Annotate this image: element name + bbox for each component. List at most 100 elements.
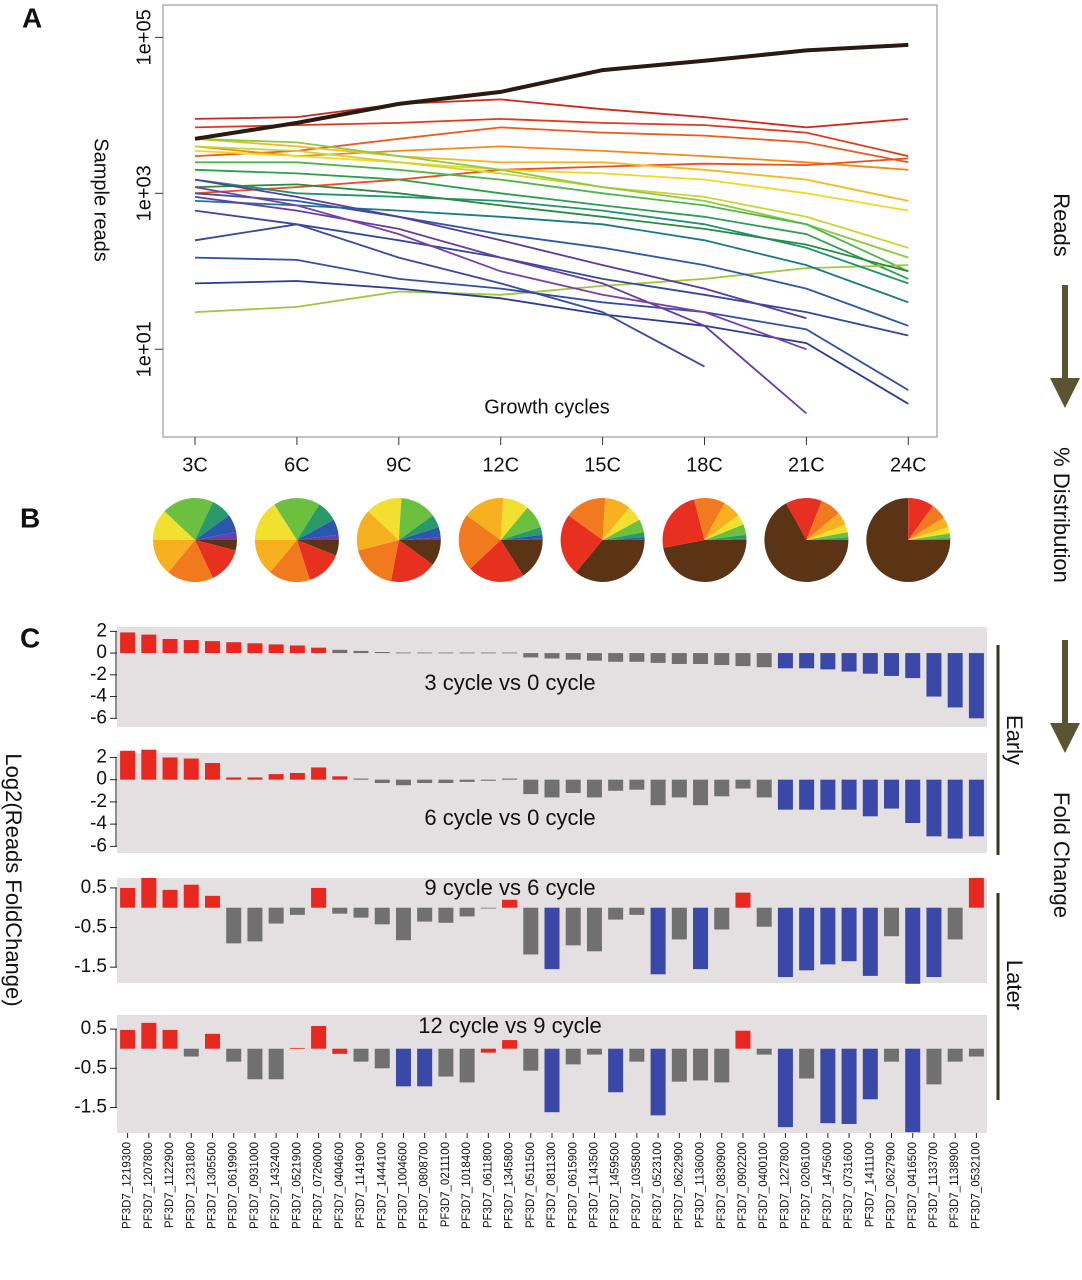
bar <box>884 907 900 937</box>
bar <box>799 1048 815 1079</box>
x-tick-label: PF3D7_0902200 <box>737 1142 749 1229</box>
bar <box>204 895 220 908</box>
bar <box>544 653 560 659</box>
pie-slice <box>806 539 849 540</box>
pie-slice <box>908 498 933 540</box>
bar <box>459 652 475 654</box>
bar <box>926 907 942 978</box>
pie-slice <box>164 498 213 540</box>
pie-slice <box>296 540 336 580</box>
pie-slice <box>500 540 543 576</box>
bar <box>586 907 602 952</box>
bar <box>544 779 560 798</box>
pie-slice <box>575 540 645 583</box>
bar <box>417 652 433 654</box>
y-tick-label: -2 <box>90 664 107 685</box>
x-tick-label: 21C <box>788 454 825 476</box>
x-tick-label: PF3D7_1305500 <box>207 1142 219 1229</box>
y-tick-label: -0.5 <box>74 1057 107 1078</box>
line <box>194 98 909 129</box>
x-tick-label: PF3D7_1035800 <box>631 1142 643 1229</box>
pie-slice <box>270 540 310 583</box>
bar <box>905 907 921 984</box>
pie-slice <box>296 519 339 540</box>
bar <box>947 1048 963 1062</box>
bar <box>586 1048 602 1055</box>
x-tick-label: PF3D7_1432400 <box>270 1142 282 1229</box>
bar <box>905 1048 921 1133</box>
line <box>194 145 909 249</box>
panel-letter: A <box>22 2 42 33</box>
pie-slice <box>195 515 237 540</box>
bar <box>162 638 178 654</box>
bar <box>586 779 602 798</box>
pie-slice <box>560 515 603 573</box>
bar <box>311 1025 327 1049</box>
bar <box>353 1048 369 1062</box>
y-tick-label: 2 <box>96 746 107 767</box>
line <box>194 178 807 320</box>
x-tick-label: 3C <box>182 454 208 476</box>
bar <box>926 653 942 697</box>
pie-slice <box>663 540 747 582</box>
bar <box>523 653 539 658</box>
bar <box>608 907 624 920</box>
bar <box>905 779 921 823</box>
x-tick-label: PF3D7_1411100 <box>864 1142 876 1227</box>
x-tick-label: PF3D7_1459500 <box>610 1142 622 1229</box>
bar <box>693 779 709 806</box>
x-tick-label: PF3D7_0206100 <box>801 1142 813 1229</box>
bar <box>480 907 496 909</box>
bar <box>162 757 178 780</box>
x-tick-label: PF3D7_0615900 <box>567 1142 579 1229</box>
x-tick-label: PF3D7_0731600 <box>843 1142 855 1229</box>
x-tick-label: PF3D7_1231800 <box>185 1142 197 1229</box>
x-tick-label: PF3D7_0521900 <box>291 1142 303 1229</box>
line <box>194 145 909 171</box>
y-tick-label: -0.5 <box>74 917 107 938</box>
x-tick-label: PF3D7_1207800 <box>143 1142 155 1229</box>
bar <box>417 1048 433 1087</box>
bar <box>841 907 857 962</box>
x-tick-label: PF3D7_0931000 <box>249 1142 261 1229</box>
chart-title: 12 cycle vs 9 cycle <box>418 1013 601 1038</box>
bar <box>162 889 178 908</box>
bar <box>756 1048 772 1055</box>
line <box>194 157 909 195</box>
bar <box>438 907 454 923</box>
bar <box>417 907 433 922</box>
bar <box>183 640 199 654</box>
bar <box>374 907 390 925</box>
bar <box>332 1048 348 1054</box>
x-tick-label: PF3D7_1004600 <box>397 1142 409 1229</box>
bar <box>289 773 305 780</box>
bar <box>735 1030 751 1049</box>
bar <box>459 907 475 917</box>
y-tick-label: -2 <box>90 791 107 812</box>
pie-slice <box>368 498 402 540</box>
side-label: % Distribution <box>1049 447 1074 583</box>
bar <box>693 1048 709 1081</box>
bar <box>968 653 984 719</box>
bar <box>884 1048 900 1062</box>
pie-slice <box>195 532 237 540</box>
group-label: Later <box>1002 960 1027 1010</box>
bar <box>226 907 242 944</box>
bar <box>608 653 624 662</box>
bar <box>714 907 730 930</box>
line <box>194 42 909 141</box>
bar <box>480 652 496 654</box>
bar <box>884 653 900 676</box>
pie-slice <box>398 515 439 540</box>
x-tick-label: PF3D7_1227800 <box>779 1142 791 1229</box>
line <box>194 168 909 280</box>
pie-slice <box>390 540 433 582</box>
pie-slice <box>195 540 236 579</box>
pie-slice <box>458 515 501 569</box>
pie-slice <box>602 537 645 540</box>
x-tick-label: PF3D7_0404600 <box>334 1142 346 1229</box>
bar <box>947 779 963 839</box>
pie-slice <box>195 501 229 540</box>
x-tick-label: 15C <box>584 454 621 476</box>
bar <box>523 907 539 955</box>
